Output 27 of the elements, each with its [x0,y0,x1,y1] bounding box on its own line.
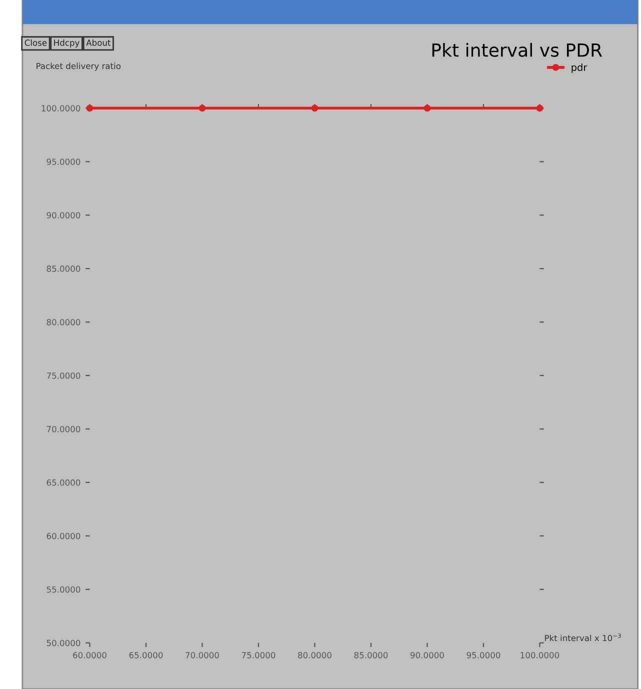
text: About [86,39,111,46]
y-axis-title: Packet delivery ratio [36,62,121,71]
x-tick-label: 80.0000 [298,652,332,658]
y-tick-label: 80.0000 [46,319,80,326]
legend-label: pdr [572,63,588,73]
x-tick-label: 100.0000 [520,652,560,658]
y-tick-label: 55.0000 [46,586,80,593]
x-tick-label: 65.0000 [129,652,163,658]
y-tick-label: 90.0000 [46,212,80,218]
y-tick-label: 95.0000 [46,158,80,165]
y-tick-label: 85.0000 [46,266,80,272]
x-tick-label: 85.0000 [354,652,388,658]
x-axis-title: Pkt interval x 10$^{−3}$ [545,634,621,642]
text: Hdcpy [54,39,80,48]
y-tick-label: 100.0000 [42,105,80,112]
x-tick-label: 60.0000 [73,652,106,658]
y-tick-label: 60.0000 [46,532,80,540]
chart-title: Pkt interval vs PDR [432,42,602,57]
y-tick-label: 65.0000 [46,479,80,486]
y-tick-label: 75.0000 [46,372,80,379]
x-tick-label: 90.0000 [410,652,444,658]
text: Close [24,39,47,46]
y-tick-label: 70.0000 [46,426,80,432]
x-tick-label: 75.0000 [242,652,276,658]
y-tick-label: 50.0000 [46,640,80,646]
x-tick-label: 95.0000 [466,652,500,658]
x-tick-label: 70.0000 [186,652,219,658]
